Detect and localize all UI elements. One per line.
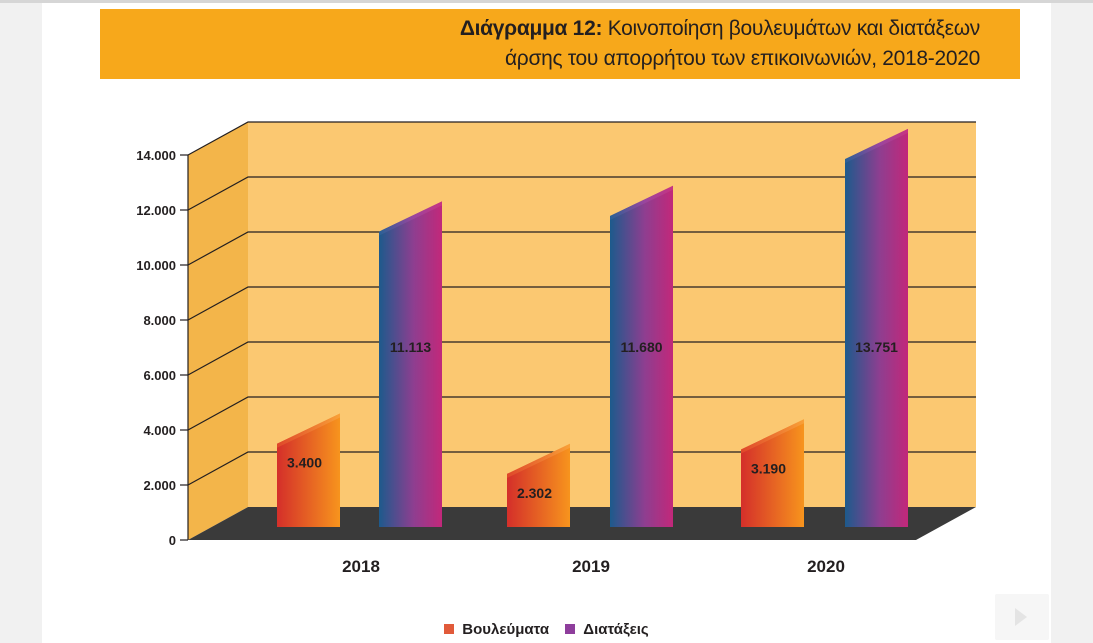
y-tick-label: 0 [169, 533, 176, 548]
y-tick-label: 10.000 [136, 258, 176, 273]
scroll-to-top-button[interactable] [995, 594, 1049, 640]
gridline [187, 121, 976, 156]
bar-series1-2019 [507, 443, 570, 527]
legend-swatch-series2 [565, 624, 576, 634]
y-tick-label: 8.000 [143, 313, 176, 328]
chart-title-text: Κοινοποίηση βουλευμάτων και διατάξεων [607, 17, 981, 40]
y-tick-label: 12.000 [136, 203, 176, 218]
x-tick-label: 2018 [342, 557, 380, 576]
legend-label-series2: Διατάξεις [583, 621, 649, 638]
bar-series2-2019 [610, 185, 673, 528]
legend: Βουλεύματα Διατάξεις [0, 621, 1093, 638]
bar-top-face [277, 413, 340, 448]
legend-item-series1: Βουλεύματα [444, 621, 549, 638]
data-label: 3.190 [751, 461, 786, 477]
chart-side-wall [188, 122, 248, 540]
y-tick-label: 4.000 [143, 423, 176, 438]
gridline [187, 451, 976, 486]
legend-label-series1: Βουλεύματα [462, 621, 550, 638]
bar-series1-2020 [741, 419, 804, 527]
gridline [187, 341, 976, 376]
y-tick-label: 2.000 [143, 478, 176, 493]
chart-title-line-2: άρσης του απορρήτου των επικοινωνιών, 20… [504, 47, 980, 70]
data-label: 11.113 [390, 339, 431, 355]
chart-title-prefix: Διάγραμμα 12: [459, 17, 603, 40]
bar-top-face [379, 201, 442, 236]
data-label: 3.400 [287, 455, 322, 471]
top-border [0, 0, 1093, 3]
legend-item-series2: Διατάξεις [565, 621, 649, 638]
y-tick-label: 6.000 [143, 368, 176, 383]
bar-top-face [610, 185, 673, 221]
bar-series2-2018 [379, 201, 442, 527]
legend-swatch-series1 [444, 624, 455, 634]
gridline [187, 231, 976, 266]
data-label: 2.302 [517, 485, 552, 501]
bar-series2-2020 [845, 128, 908, 527]
bar-top-face [741, 419, 804, 454]
y-tick-label: 14.000 [136, 148, 176, 163]
x-tick-label: 2019 [572, 557, 610, 576]
arrow-icon [1015, 608, 1027, 626]
data-label: 11.680 [620, 339, 662, 355]
gridline [187, 286, 976, 321]
bar-top-face [507, 443, 570, 478]
x-tick-label: 2020 [807, 557, 845, 576]
bar-series1-2018 [277, 413, 340, 527]
title-banner: Διάγραμμα 12: Κοινοποίηση βουλευμάτων κα… [100, 9, 1020, 79]
chart-title-line-1: Διάγραμμα 12: Κοινοποίηση βουλευμάτων κα… [460, 17, 980, 41]
bar-top-face [845, 128, 908, 164]
data-label: 13.751 [855, 339, 898, 355]
gridline [187, 396, 976, 431]
gridline [187, 176, 976, 211]
